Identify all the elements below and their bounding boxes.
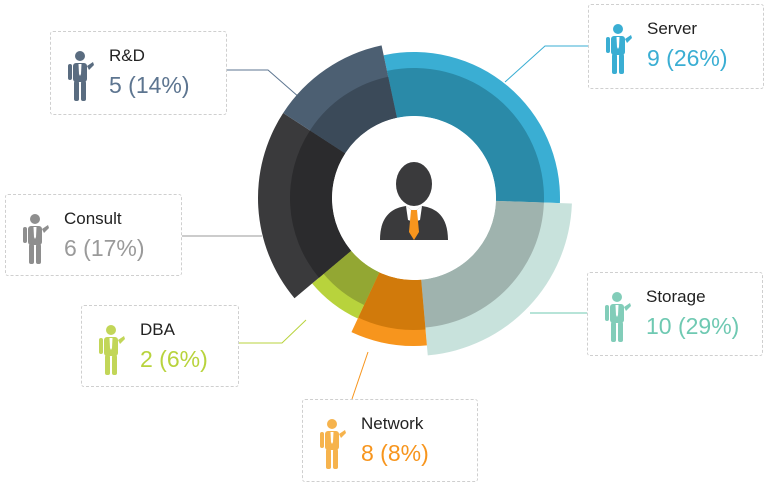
label-name: Consult — [64, 209, 122, 228]
label-name: Network — [361, 414, 424, 433]
person-icon — [320, 419, 346, 469]
slice-inner-network — [358, 272, 426, 331]
slice-inner-storage — [421, 200, 544, 328]
leader-line-server — [504, 45, 588, 83]
label-value: 8 (8%) — [361, 440, 429, 466]
label-box-network: Network 8 (8%) — [302, 399, 478, 482]
label-name: Storage — [646, 287, 706, 306]
person-icon — [605, 292, 631, 342]
leader-line-dba — [239, 319, 307, 344]
person-icon — [99, 325, 125, 375]
label-value: 5 (14%) — [109, 72, 190, 98]
person-icon — [23, 214, 49, 264]
label-box-server: Server 9 (26%) — [588, 4, 764, 89]
person-icon — [606, 24, 632, 74]
label-box-consult: Consult 6 (17%) — [5, 194, 182, 276]
label-name: Server — [647, 19, 698, 38]
label-box-r-d: R&D 5 (14%) — [50, 31, 227, 115]
slice-inner-server — [386, 68, 544, 203]
leader-lines — [182, 45, 588, 400]
slice-inner-dba — [323, 250, 380, 305]
label-value: 6 (17%) — [64, 235, 145, 261]
label-box-dba: DBA 2 (6%) — [81, 305, 239, 387]
businessman-icon — [380, 162, 448, 240]
label-box-storage: Storage 10 (29%) — [587, 272, 763, 356]
person-icon — [68, 51, 94, 101]
label-name: DBA — [140, 320, 175, 339]
label-value: 2 (6%) — [140, 346, 208, 372]
label-value: 10 (29%) — [646, 313, 740, 339]
label-name: R&D — [109, 46, 145, 65]
inner-ring — [290, 68, 544, 331]
slice-inner-consult — [290, 130, 352, 278]
label-value: 9 (26%) — [647, 45, 728, 71]
slice-inner-r-d — [310, 76, 397, 154]
leader-line-network — [351, 351, 369, 400]
leader-line-r-d — [227, 69, 301, 99]
